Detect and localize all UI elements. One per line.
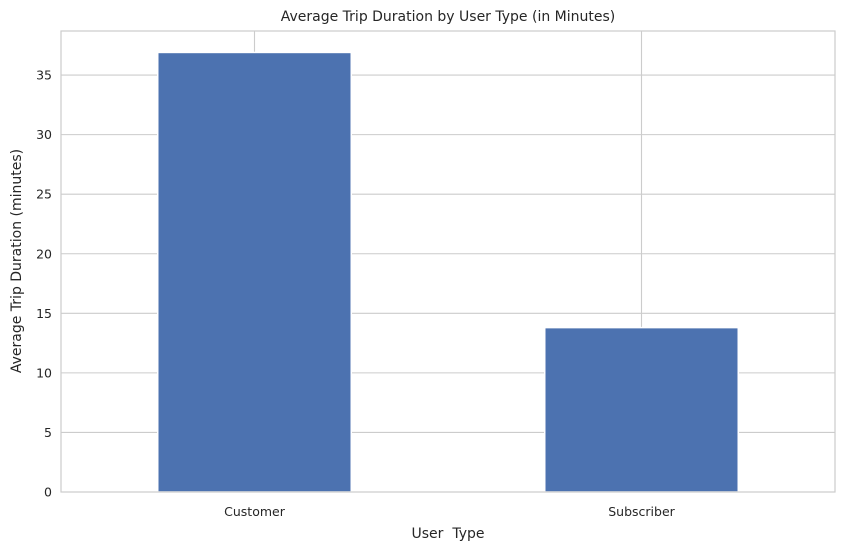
chart-title: Average Trip Duration by User Type (in M… bbox=[281, 9, 616, 25]
x-tick-label: Subscriber bbox=[608, 504, 675, 519]
y-tick-label: 10 bbox=[36, 365, 52, 380]
y-tick-label: 35 bbox=[36, 68, 52, 83]
x-tick-labels: Customer Subscriber bbox=[224, 504, 675, 519]
plot-frame bbox=[60, 30, 836, 493]
x-axis-label: User Type bbox=[412, 526, 485, 542]
x-tick-label: Customer bbox=[224, 504, 286, 519]
bar-customer bbox=[157, 51, 352, 493]
y-axis-label: Average Trip Duration (minutes) bbox=[9, 149, 25, 373]
bar-series bbox=[157, 51, 739, 493]
y-tick-label: 15 bbox=[36, 306, 52, 321]
y-tick-label: 25 bbox=[36, 187, 52, 202]
y-tick-label: 5 bbox=[44, 425, 52, 440]
y-tick-label: 30 bbox=[36, 127, 52, 142]
y-tick-label: 20 bbox=[36, 246, 52, 261]
y-tick-labels: 0 5 10 15 20 25 30 35 bbox=[36, 68, 52, 500]
y-tick-label: 0 bbox=[44, 485, 52, 500]
bar-subscriber bbox=[544, 326, 739, 493]
